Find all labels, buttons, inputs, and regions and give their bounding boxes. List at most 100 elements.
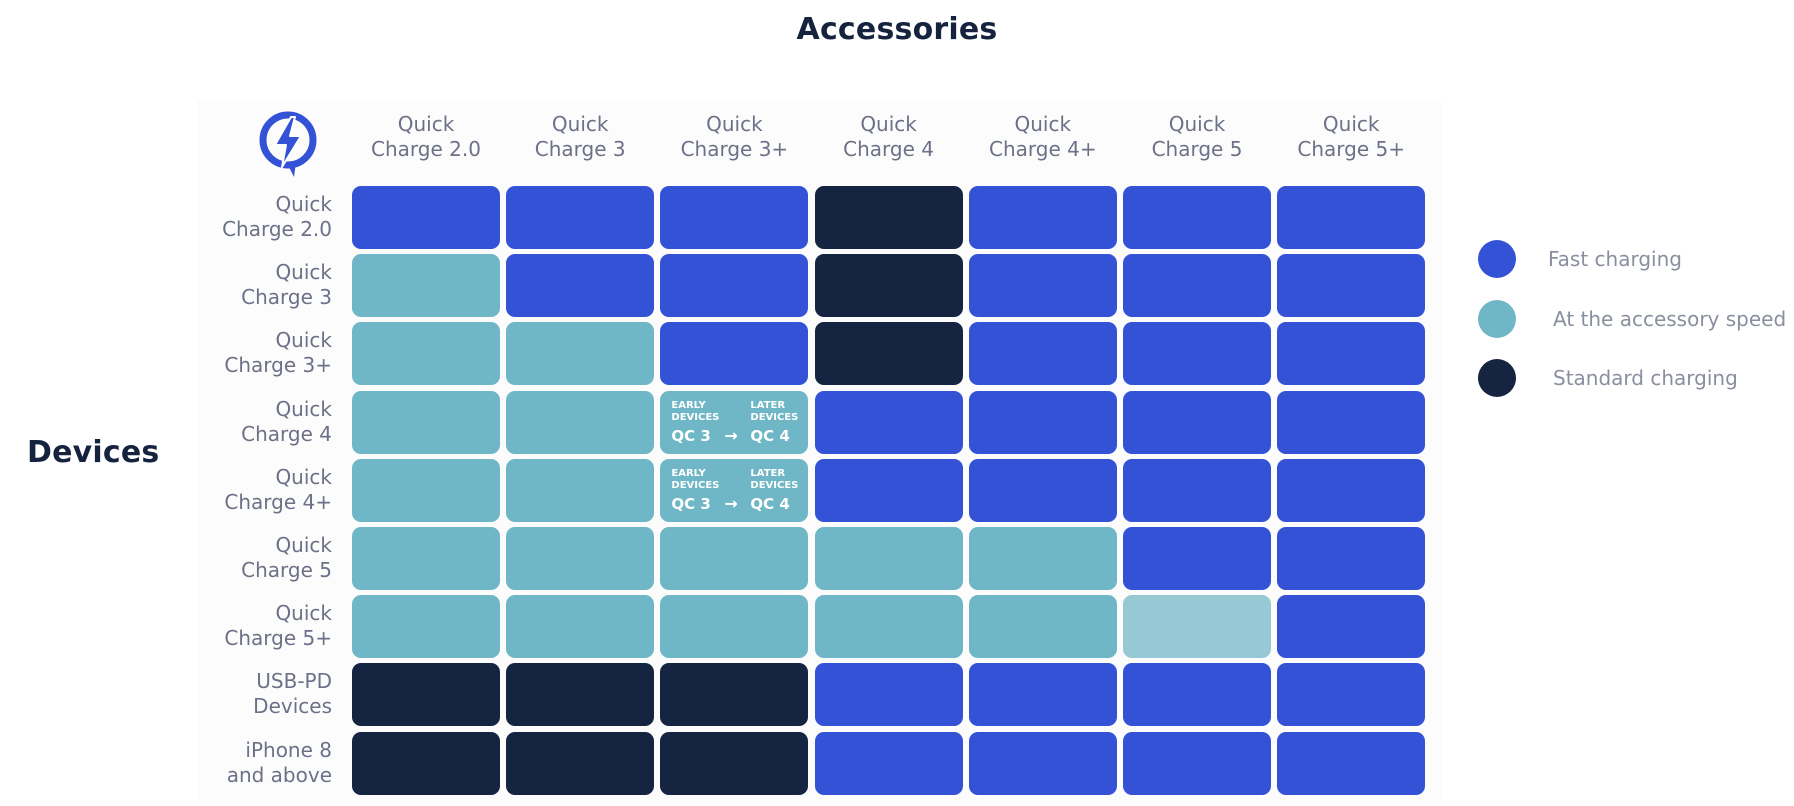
matrix-cell xyxy=(968,458,1117,522)
matrix-cell xyxy=(1123,458,1271,522)
matrix-cell xyxy=(814,254,963,318)
legend-swatch xyxy=(1478,359,1516,397)
devices-axis-title: Devices xyxy=(27,435,160,470)
matrix-cell xyxy=(1277,458,1426,522)
legend-swatch xyxy=(1478,300,1516,338)
matrix-cell xyxy=(352,663,500,727)
matrix-cell xyxy=(1123,254,1271,318)
matrix-cell xyxy=(1277,595,1426,659)
matrix-cell xyxy=(352,527,500,590)
matrix-cell xyxy=(1277,254,1426,318)
matrix-cell xyxy=(814,390,963,454)
matrix-cell xyxy=(814,663,963,727)
row-header: USB-PD Devices xyxy=(253,669,332,719)
row-header: Quick Charge 5 xyxy=(241,533,332,582)
matrix-cell xyxy=(352,731,500,795)
note-later-devices: LATER DEVICES xyxy=(750,467,799,491)
matrix-cell xyxy=(814,527,963,590)
matrix-cell: EARLY DEVICES QC 3 → LATER DEVICES QC 4 xyxy=(660,458,809,522)
legend-label: Standard charging xyxy=(1553,366,1738,390)
column-header: Quick Charge 4 xyxy=(843,112,935,161)
column-header: Quick Charge 4+ xyxy=(988,112,1097,161)
matrix-cell xyxy=(814,595,963,659)
upgrade-note: EARLY DEVICES QC 3 → LATER DEVICES QC 4 xyxy=(660,391,808,454)
row-header: Quick Charge 2.0 xyxy=(222,192,332,241)
matrix-cell xyxy=(968,663,1117,727)
matrix-cell xyxy=(660,254,809,318)
matrix-cell xyxy=(352,458,500,522)
column-header: Quick Charge 3+ xyxy=(680,112,789,161)
matrix-cell xyxy=(1123,527,1271,590)
column-header: Quick Charge 5 xyxy=(1151,112,1243,161)
matrix-cell xyxy=(1123,390,1271,454)
matrix-cell xyxy=(506,322,655,386)
column-header: Quick Charge 5+ xyxy=(1297,112,1405,161)
compatibility-matrix: Quick Charge 2.0 Quick Charge 3 Quick Char… xyxy=(197,100,1442,800)
row-header: Quick Charge 4+ xyxy=(224,464,332,514)
matrix-cell xyxy=(352,254,500,318)
arrow-right-icon: → xyxy=(724,493,738,513)
matrix-cell xyxy=(1123,186,1271,249)
note-qc3: QC 3 xyxy=(671,494,711,513)
matrix-cell xyxy=(1123,731,1271,795)
legend-swatch xyxy=(1478,240,1516,278)
matrix-cell xyxy=(1277,527,1426,590)
matrix-cell xyxy=(352,186,500,249)
column-header: Quick Charge 3 xyxy=(534,112,626,161)
matrix-cell xyxy=(1277,731,1426,795)
matrix-cell xyxy=(352,595,500,659)
matrix-cell xyxy=(814,731,963,795)
matrix-cell xyxy=(968,731,1117,795)
arrow-right-icon: → xyxy=(724,425,738,445)
column-header: Quick Charge 2.0 xyxy=(371,112,481,161)
matrix-cell xyxy=(1123,663,1271,727)
row-header: Quick Charge 5+ xyxy=(224,601,332,651)
legend-label: At the accessory speed xyxy=(1553,307,1787,331)
note-qc4: QC 4 xyxy=(750,426,790,445)
row-header: Quick Charge 3+ xyxy=(224,328,332,378)
accessories-axis-title: Accessories xyxy=(796,12,998,47)
matrix-cell xyxy=(660,731,809,795)
matrix-cell xyxy=(1277,663,1426,727)
upgrade-note: EARLY DEVICES QC 3 → LATER DEVICES QC 4 xyxy=(660,459,808,522)
note-early-devices: EARLY DEVICES xyxy=(671,467,720,491)
matrix-cell xyxy=(1277,322,1426,386)
matrix-cell xyxy=(660,663,809,727)
matrix-cell xyxy=(660,322,809,386)
matrix-cell xyxy=(814,458,963,522)
matrix-cell xyxy=(660,595,809,659)
row-header: Quick Charge 3 xyxy=(241,260,332,310)
matrix-cell xyxy=(352,390,500,454)
legend-label: Fast charging xyxy=(1548,247,1682,271)
matrix-cell xyxy=(814,322,963,386)
matrix-cell xyxy=(968,322,1117,386)
row-header: Quick Charge 4 xyxy=(241,396,332,446)
matrix-cell xyxy=(968,254,1117,318)
matrix-cell xyxy=(660,527,809,590)
quick-charge-bolt-icon xyxy=(259,111,317,177)
note-later-devices: LATER DEVICES xyxy=(750,399,799,423)
matrix-cell xyxy=(660,186,809,249)
matrix-cell xyxy=(1123,595,1271,659)
note-qc4: QC 4 xyxy=(750,494,790,513)
matrix-cell: EARLY DEVICES QC 3 → LATER DEVICES QC 4 xyxy=(660,390,809,454)
matrix-cell xyxy=(506,186,655,249)
matrix-cell xyxy=(506,595,655,659)
matrix-cell xyxy=(506,390,655,454)
matrix-cell xyxy=(506,254,655,318)
matrix-cell xyxy=(506,663,655,727)
matrix-cell xyxy=(968,527,1117,590)
note-qc3: QC 3 xyxy=(671,426,711,445)
matrix-cell xyxy=(1277,390,1426,454)
matrix-cell xyxy=(1277,186,1426,249)
matrix-cell xyxy=(506,458,655,522)
matrix-cell xyxy=(968,390,1117,454)
matrix-cell xyxy=(1123,322,1271,386)
matrix-cell xyxy=(968,595,1117,659)
matrix-cell xyxy=(506,527,655,590)
matrix-cell xyxy=(814,186,963,249)
matrix-cell xyxy=(352,322,500,386)
note-early-devices: EARLY DEVICES xyxy=(671,399,720,423)
row-header: iPhone 8 and above xyxy=(226,737,332,787)
matrix-cell xyxy=(968,186,1117,249)
